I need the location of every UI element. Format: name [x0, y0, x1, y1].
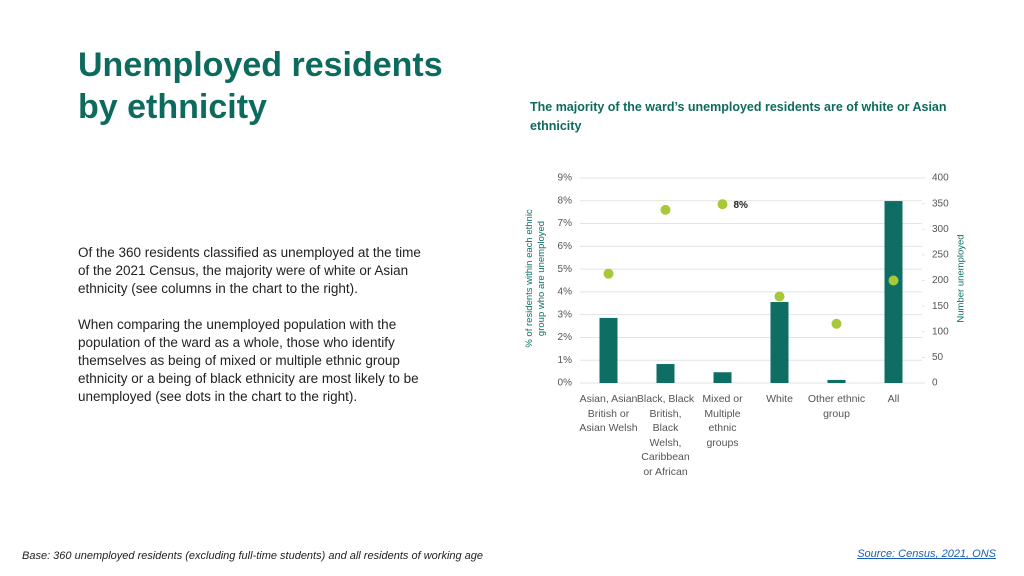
y2-tick-label: 50: [932, 352, 944, 363]
y-tick-label: 8%: [558, 195, 573, 206]
paragraph: Of the 360 residents classified as unemp…: [78, 245, 421, 296]
bar: [827, 379, 846, 383]
y2-axis-label: Number unemployed: [956, 234, 967, 322]
x-tick-label: Mixed or Multiple ethnic groups: [702, 393, 743, 449]
dot: [831, 318, 842, 329]
page-title: Unemployed residents by ethnicity: [78, 46, 443, 126]
bar: [713, 372, 732, 383]
dot: [603, 268, 614, 279]
paragraph: When comparing the unemployed population…: [78, 317, 419, 404]
y2-tick-label: 0: [932, 378, 938, 389]
y2-tick-label: 150: [932, 301, 949, 312]
y-tick-label: 6%: [558, 241, 573, 252]
source-link[interactable]: Source: Census, 2021, ONS: [857, 548, 996, 560]
y-tick-label: 5%: [558, 264, 573, 275]
bar: [770, 302, 789, 383]
y-axis-label: % of residents within each ethnicgroup w…: [524, 209, 547, 348]
bar: [884, 201, 903, 383]
x-tick-label: All: [887, 393, 900, 405]
y2-tick-label: 350: [932, 198, 949, 209]
base-note: Base: 360 unemployed residents (excludin…: [22, 550, 484, 562]
y2-tick-label: 250: [932, 250, 949, 261]
y-tick-label: 2%: [558, 332, 573, 343]
bar: [599, 317, 618, 383]
dot: [717, 199, 728, 210]
bar: [656, 364, 675, 383]
x-tick-label: Other ethnic group: [807, 393, 866, 420]
dot: [774, 291, 785, 302]
dot: [660, 204, 671, 215]
y-tick-label: 1%: [558, 355, 573, 366]
x-tick-label: White: [766, 393, 793, 405]
y-tick-label: 4%: [558, 287, 573, 298]
dot: [888, 275, 899, 286]
y-tick-label: 7%: [558, 218, 573, 229]
y2-tick-label: 100: [932, 326, 949, 337]
y-tick-label: 0%: [558, 378, 573, 389]
x-tick-label: Black, Black British, Black Welsh, Carib…: [636, 393, 695, 478]
y2-tick-label: 300: [932, 224, 949, 235]
y-tick-label: 3%: [558, 309, 573, 320]
y-tick-label: 9%: [558, 173, 573, 184]
y2-tick-label: 200: [932, 275, 949, 286]
y2-tick-label: 400: [932, 173, 949, 184]
data-label: 8%: [734, 200, 749, 211]
x-tick-label: Asian, Asian British or Asian Welsh: [579, 393, 638, 434]
chart-title: The majority of the ward’s unemployed re…: [530, 100, 947, 133]
